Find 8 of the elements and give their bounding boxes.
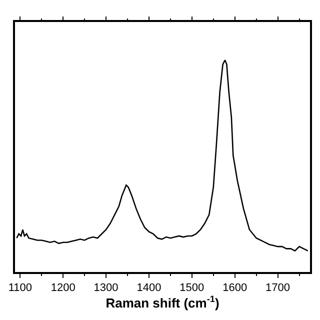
x-tick-label: 1500: [180, 282, 204, 294]
x-tick-label: 1300: [94, 282, 118, 294]
x-tick-label: 1600: [222, 282, 248, 294]
x-tick-label: 1400: [136, 282, 162, 294]
x-axis-title: Raman shift (cm$^{-1}$): [106, 294, 220, 310]
x-tick-label: 1700: [266, 282, 290, 294]
x-tick-label: 1200: [50, 282, 76, 294]
x-tick-label: 1100: [8, 282, 32, 294]
